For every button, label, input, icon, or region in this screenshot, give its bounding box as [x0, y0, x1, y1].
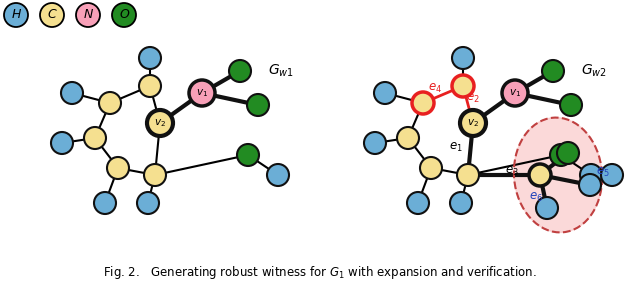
- Circle shape: [61, 82, 83, 104]
- Circle shape: [364, 132, 386, 154]
- Circle shape: [407, 192, 429, 214]
- Circle shape: [374, 82, 396, 104]
- Circle shape: [579, 174, 601, 196]
- Circle shape: [139, 47, 161, 69]
- Text: $G_{w2}$: $G_{w2}$: [581, 63, 607, 79]
- Circle shape: [229, 60, 251, 82]
- Text: $e_5$: $e_5$: [596, 166, 610, 178]
- Circle shape: [139, 75, 161, 97]
- Text: $e_4$: $e_4$: [428, 82, 442, 95]
- Circle shape: [450, 192, 472, 214]
- Text: $v_2$: $v_2$: [467, 117, 479, 129]
- Circle shape: [84, 127, 106, 149]
- Circle shape: [452, 47, 474, 69]
- Text: N: N: [83, 8, 93, 21]
- Circle shape: [40, 3, 64, 27]
- Text: C: C: [47, 8, 56, 21]
- Text: $e_6$: $e_6$: [529, 191, 543, 204]
- Circle shape: [267, 164, 289, 186]
- Circle shape: [147, 110, 173, 136]
- Circle shape: [144, 164, 166, 186]
- Text: $G_{w1}$: $G_{w1}$: [268, 63, 294, 79]
- Circle shape: [94, 192, 116, 214]
- Circle shape: [189, 80, 215, 106]
- Circle shape: [51, 132, 73, 154]
- Circle shape: [112, 3, 136, 27]
- Text: Fig. 2.   Generating robust witness for $G_1$ with expansion and verification.: Fig. 2. Generating robust witness for $G…: [103, 264, 537, 281]
- Text: O: O: [119, 8, 129, 21]
- Circle shape: [452, 75, 474, 97]
- Circle shape: [460, 110, 486, 136]
- Circle shape: [107, 157, 129, 179]
- Text: $v_1$: $v_1$: [509, 87, 521, 99]
- Text: $v_1$: $v_1$: [196, 87, 208, 99]
- Text: $e_2$: $e_2$: [466, 92, 480, 105]
- Circle shape: [542, 60, 564, 82]
- Circle shape: [237, 144, 259, 166]
- Circle shape: [457, 164, 479, 186]
- Circle shape: [99, 92, 121, 114]
- Circle shape: [137, 192, 159, 214]
- Circle shape: [502, 80, 528, 106]
- Circle shape: [536, 197, 558, 219]
- Text: $e_3$: $e_3$: [505, 164, 519, 178]
- Text: $v_2$: $v_2$: [154, 117, 166, 129]
- Circle shape: [247, 94, 269, 116]
- Circle shape: [557, 142, 579, 164]
- Circle shape: [529, 164, 551, 186]
- Ellipse shape: [514, 117, 602, 232]
- Circle shape: [550, 144, 572, 166]
- Circle shape: [397, 127, 419, 149]
- Circle shape: [580, 164, 602, 186]
- Circle shape: [420, 157, 442, 179]
- Text: H: H: [12, 8, 20, 21]
- Text: $e_1$: $e_1$: [449, 140, 462, 154]
- Circle shape: [601, 164, 623, 186]
- Circle shape: [76, 3, 100, 27]
- Circle shape: [560, 94, 582, 116]
- Circle shape: [412, 92, 434, 114]
- Circle shape: [4, 3, 28, 27]
